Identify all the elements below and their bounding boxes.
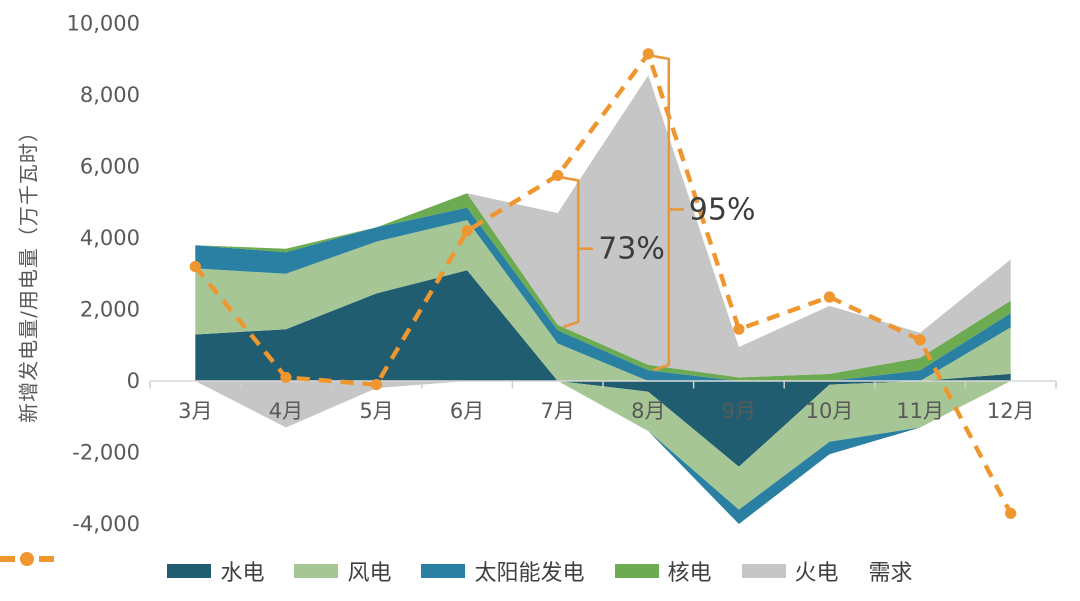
legend-label-wind: 风电 [347, 561, 392, 586]
legend-swatch-thermal [741, 564, 786, 578]
annotation-label-73pct: 73% [598, 232, 665, 267]
x-tick-label: 7月 [541, 399, 575, 423]
area-hydro-negative [195, 381, 1011, 467]
chart-legend: 水电 风电 太阳能发电 核电 火电 需求 [0, 551, 1080, 591]
legend-item-wind: 风电 [294, 555, 391, 587]
legend-label-thermal: 火电 [794, 561, 839, 586]
annotation-bracket-95pct [652, 54, 684, 372]
legend-item-thermal: 火电 [741, 555, 839, 587]
y-tick-label: 8,000 [80, 83, 140, 107]
demand-marker [370, 378, 383, 391]
legend-swatch-nuclear [614, 564, 659, 578]
y-tick-label: -2,000 [72, 441, 140, 465]
x-tick-label: 6月 [450, 399, 484, 423]
demand-marker [280, 371, 292, 384]
y-tick-label: -4,000 [72, 512, 140, 536]
y-tick-label: 0 [127, 369, 140, 393]
annotation-label-95pct: 95% [689, 192, 756, 227]
dashed-line-marker-icon [0, 552, 54, 566]
x-tick-label: 9月 [722, 399, 756, 423]
area-nuclear [195, 193, 1011, 381]
legend-swatch-hydro [167, 564, 212, 578]
legend-label-hydro: 水电 [220, 561, 265, 586]
legend-item-solar: 太阳能发电 [421, 555, 585, 587]
area-hydro [195, 270, 1011, 381]
demand-marker [733, 323, 745, 335]
legend-label-nuclear: 核电 [667, 561, 712, 586]
y-axis-title: 新增发电量/用电量（万千瓦时） [16, 121, 41, 423]
demand-marker [914, 334, 926, 346]
x-tick-label: 12月 [987, 399, 1035, 423]
y-tick-label: 10,000 [67, 12, 140, 36]
x-tick-label: 11月 [896, 399, 944, 423]
y-tick-label: 4,000 [80, 226, 140, 250]
x-tick-label: 4月 [269, 399, 303, 423]
area-wind-negative [195, 381, 1011, 510]
demand-marker [461, 225, 473, 237]
demand-marker [1005, 507, 1017, 519]
legend-item-nuclear: 核电 [614, 555, 712, 587]
x-tick-label: 8月 [631, 399, 665, 423]
annotation-bracket-73pct [561, 176, 594, 329]
x-tick-label: 5月 [359, 399, 393, 423]
demand-marker [189, 261, 201, 273]
x-tick-label: 10月 [806, 399, 854, 423]
legend-label-demand: 需求 [868, 561, 913, 586]
area-thermal-negative [195, 381, 1011, 524]
area-wind [195, 220, 1011, 381]
demand-marker [823, 291, 836, 303]
legend-item-hydro: 水电 [167, 555, 264, 587]
y-tick-label: 2,000 [80, 298, 140, 322]
area-thermal [195, 75, 1011, 378]
demand-line [193, 49, 1013, 515]
demand-marker [642, 48, 654, 60]
legend-label-solar: 太阳能发电 [474, 561, 585, 586]
demand-marker [552, 169, 564, 182]
y-tick-label: 6,000 [80, 155, 140, 179]
legend-swatch-solar [421, 564, 466, 578]
legend-item-demand: 需求 [0, 552, 913, 587]
legend-swatch-wind [294, 564, 339, 578]
x-tick-label: 3月 [178, 399, 212, 423]
